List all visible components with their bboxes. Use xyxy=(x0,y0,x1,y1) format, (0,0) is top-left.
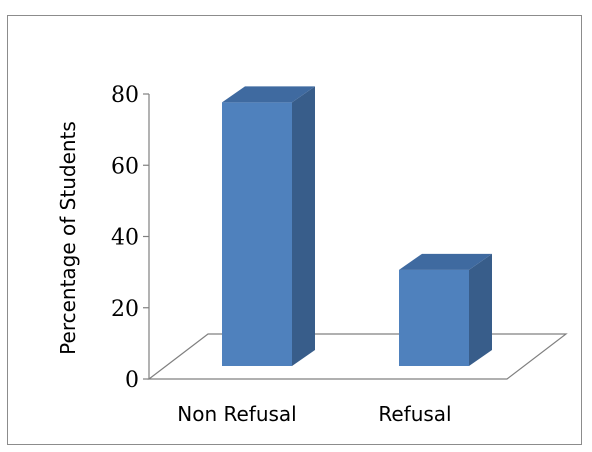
bars xyxy=(222,86,492,366)
bar-side-face xyxy=(469,253,492,366)
category-labels: Non Refusal Refusal xyxy=(177,402,451,426)
y-axis xyxy=(143,93,150,380)
bar-front-face xyxy=(399,269,469,366)
bar-2 xyxy=(399,253,492,366)
y-tick-label: 0 xyxy=(125,368,139,393)
y-tick-labels: 0 20 40 60 80 xyxy=(111,83,139,393)
bar-front-face xyxy=(222,102,292,366)
y-tick-label: 80 xyxy=(111,83,139,108)
bar-top-face xyxy=(399,253,492,270)
bar-1 xyxy=(222,86,315,366)
category-label: Refusal xyxy=(378,402,451,426)
bar-side-face xyxy=(292,86,315,366)
category-label: Non Refusal xyxy=(177,402,296,426)
y-tick-label: 20 xyxy=(111,297,139,322)
floor-outline xyxy=(147,333,568,380)
chart-floor xyxy=(147,333,568,380)
y-axis-title: Percentage of Students xyxy=(56,121,80,355)
y-tick-label: 40 xyxy=(111,226,139,251)
y-tick-label: 60 xyxy=(111,154,139,179)
bar-top-face xyxy=(222,86,315,103)
